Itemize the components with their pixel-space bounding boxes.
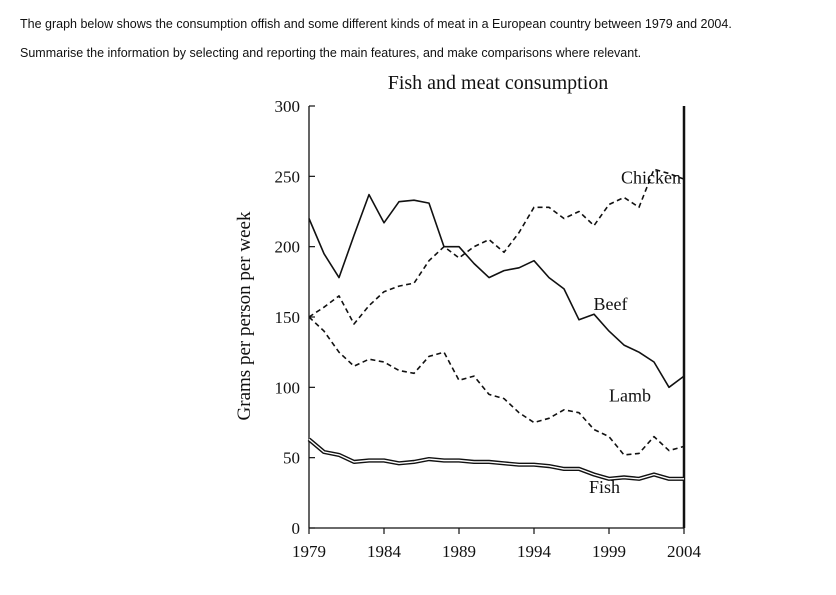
y-tick-label: 300 [275, 97, 301, 116]
task-prompt-line-2: Summarise the information by selecting a… [20, 46, 642, 60]
series-line-chicken [308, 168, 685, 325]
y-tick-label: 250 [275, 167, 301, 186]
series-line-fish [307, 437, 684, 481]
y-tick-label: 50 [283, 449, 300, 468]
series-line-lamb [308, 316, 685, 456]
series-label-beef: Beef [594, 294, 628, 314]
y-tick-label: 0 [292, 519, 301, 538]
y-axis-label: Grams per person per week [234, 211, 255, 420]
series-lines [307, 168, 685, 481]
x-tick-label: 1999 [592, 542, 626, 561]
x-tick-label: 1984 [367, 542, 402, 561]
y-tick-label: 150 [275, 308, 301, 327]
y-tick-label: 200 [275, 238, 301, 257]
x-tick-label: 1994 [517, 542, 552, 561]
series-label-lamb: Lamb [609, 385, 651, 405]
y-tick-label: 100 [275, 378, 301, 397]
axes: 0 50 100 150 200 250 300 1979 1984 1989 1994 1999 20… [275, 97, 702, 561]
x-tick-label: 1979 [292, 542, 326, 561]
series-labels: Chicken Beef Lamb Fish [589, 167, 681, 496]
series-line-fish-inner [308, 438, 684, 480]
series-label-chicken: Chicken [621, 167, 681, 187]
x-tick-label: 2004 [667, 542, 702, 561]
series-label-fish: Fish [589, 477, 620, 497]
x-tick-label: 1989 [442, 542, 476, 561]
series-line-beef [308, 193, 685, 389]
task-prompt-line-1: The graph below shows the consumption of… [20, 17, 732, 31]
chart-title: Fish and meat consumption [388, 72, 609, 94]
